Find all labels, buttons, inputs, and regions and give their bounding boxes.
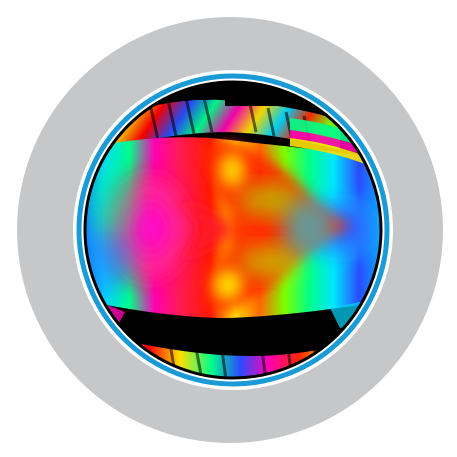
image-edge — [83, 80, 383, 380]
thermal-image — [85, 82, 381, 378]
top-right-stripes — [290, 118, 370, 166]
accent-ring — [76, 73, 390, 387]
